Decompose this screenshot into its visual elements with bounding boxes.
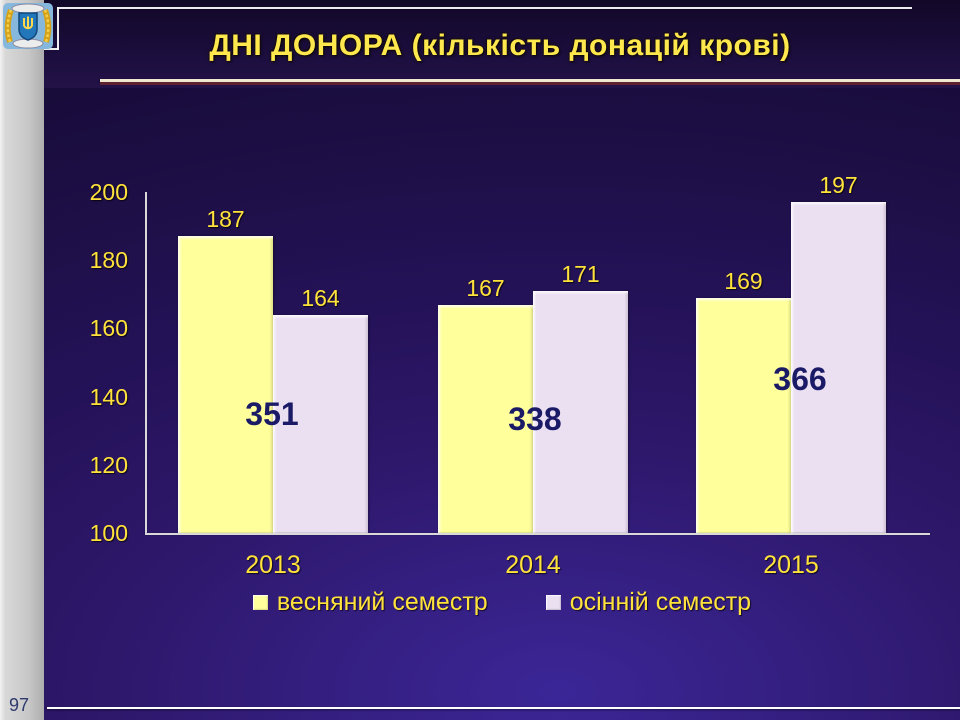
- title-band: [0, 0, 960, 88]
- frame-line-top: [57, 7, 912, 9]
- y-tick-label-120: 120: [89, 451, 128, 478]
- value-label-spring-2013: 187: [206, 206, 245, 233]
- total-label-2014: 338: [508, 401, 562, 437]
- y-tick-label-180: 180: [89, 247, 128, 274]
- x-axis-line: [145, 533, 930, 535]
- y-tick-label-160: 160: [89, 315, 128, 342]
- slide-title: ДНІ ДОНОРА (кількість донацій крові): [209, 29, 791, 62]
- legend-label-spring: весняний семестр: [276, 587, 488, 616]
- page-number: 97: [9, 695, 30, 715]
- legend-swatch-spring-icon: [252, 594, 268, 610]
- side-strip: 97: [0, 0, 44, 720]
- bar-spring-2015: [696, 297, 791, 533]
- y-tick-label-100: 100: [89, 520, 128, 546]
- bottom-divider-line: [47, 707, 960, 709]
- chart-legend: весняний семестр осінній семестр: [44, 585, 960, 619]
- y-axis-line: [145, 192, 147, 534]
- value-label-autumn-2013: 164: [301, 284, 340, 311]
- bar-autumn-2015: [791, 202, 886, 533]
- value-label-autumn-2015: 197: [819, 172, 858, 199]
- y-tick-label-140: 140: [89, 383, 128, 410]
- value-label-spring-2014: 167: [466, 274, 505, 301]
- value-label-spring-2015: 169: [724, 267, 763, 294]
- total-label-2013: 351: [245, 396, 299, 432]
- university-coat-of-arms-icon: [3, 3, 53, 49]
- value-label-autumn-2014: 171: [561, 260, 600, 287]
- x-axis-label-2013: 2013: [245, 551, 301, 579]
- y-tick-label-200: 200: [89, 179, 128, 205]
- legend-swatch-autumn-icon: [545, 594, 561, 610]
- bar-autumn-2014: [533, 290, 628, 533]
- bar-spring-2014: [438, 304, 533, 533]
- frame-line-vertical: [57, 7, 59, 50]
- legend-label-autumn: осінній семестр: [569, 587, 752, 616]
- x-axis-label-2015: 2015: [763, 551, 819, 579]
- x-axis-label-2014: 2014: [505, 551, 561, 579]
- bar-spring-2013: [178, 236, 273, 533]
- bar-autumn-2013: [273, 314, 368, 533]
- title-underline: [100, 79, 960, 82]
- total-label-2015: 366: [773, 361, 827, 397]
- legend-item-spring: весняний семестр: [252, 587, 488, 617]
- legend-item-autumn: осінній семестр: [545, 587, 752, 617]
